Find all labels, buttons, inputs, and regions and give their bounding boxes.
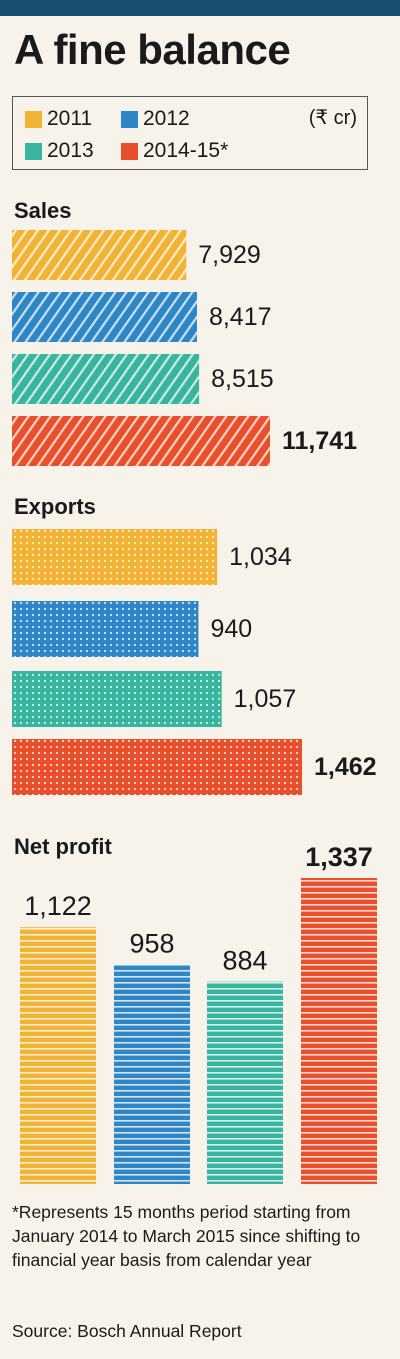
legend-item-2013: 2013 bbox=[25, 139, 94, 163]
net-profit-bar-2014-15 bbox=[301, 878, 377, 1184]
net-profit-value-2012: 958 bbox=[129, 929, 174, 959]
legend-item-2012: 2012 bbox=[121, 107, 190, 131]
legend-swatch-2012 bbox=[121, 110, 138, 128]
legend-label-2014-15: 2014-15* bbox=[143, 139, 229, 162]
sales-value-2011: 7,929 bbox=[198, 241, 261, 269]
sales-bar-2012 bbox=[12, 292, 197, 342]
exports-bar-2012 bbox=[12, 601, 199, 657]
footnote: *Represents 15 months period starting fr… bbox=[12, 1202, 361, 1270]
net-profit-heading: Net profit bbox=[14, 834, 112, 859]
chart-canvas: 7,929 8,417 8,515 11,741 1,034 940 1,057 1,462 1… bbox=[12, 230, 377, 1184]
exports-value-2012: 940 bbox=[210, 615, 252, 643]
exports-bar-2011 bbox=[12, 529, 218, 585]
chart-title: A fine balance bbox=[14, 26, 291, 73]
net-profit-value-2011: 1,122 bbox=[24, 891, 92, 921]
exports-value-2014-15: 1,462 bbox=[314, 753, 377, 781]
sales-value-2014-15: 11,741 bbox=[282, 427, 357, 455]
sales-value-2012: 8,417 bbox=[209, 303, 272, 331]
exports-value-2011: 1,034 bbox=[229, 543, 292, 571]
legend: 2011 2012 2013 2014-15* (₹ cr) bbox=[12, 96, 368, 170]
net-profit-bar-2011 bbox=[20, 927, 96, 1184]
net-profit-bar-2013 bbox=[207, 981, 283, 1184]
sales-heading: Sales bbox=[14, 198, 72, 223]
legend-item-2014-15: 2014-15* bbox=[121, 139, 228, 163]
sales-bar-2013 bbox=[12, 354, 200, 404]
exports-heading: Exports bbox=[14, 494, 96, 519]
net-profit-value-2014-15: 1,337 bbox=[305, 842, 373, 872]
legend-swatch-2014-15 bbox=[121, 142, 138, 160]
legend-label-2012: 2012 bbox=[143, 107, 190, 130]
exports-value-2013: 1,057 bbox=[234, 685, 297, 713]
legend-swatch-2011 bbox=[25, 110, 42, 128]
legend-label-2011: 2011 bbox=[47, 107, 93, 130]
top-accent-bar bbox=[0, 0, 400, 16]
exports-bar-2013 bbox=[12, 671, 222, 727]
unit-label: (₹ cr) bbox=[308, 107, 357, 129]
legend-swatch-2013 bbox=[25, 142, 42, 160]
net-profit-value-2013: 884 bbox=[222, 946, 267, 976]
sales-value-2013: 8,515 bbox=[211, 365, 274, 393]
legend-item-2011: 2011 bbox=[25, 107, 92, 131]
sales-bar-2014-15 bbox=[12, 416, 270, 466]
legend-label-2013: 2013 bbox=[47, 139, 94, 162]
sales-bar-2011 bbox=[12, 230, 187, 280]
net-profit-bar-2012 bbox=[114, 964, 190, 1184]
source: Source: Bosch Annual Report bbox=[12, 1321, 242, 1341]
exports-bar-2014-15 bbox=[12, 739, 302, 795]
